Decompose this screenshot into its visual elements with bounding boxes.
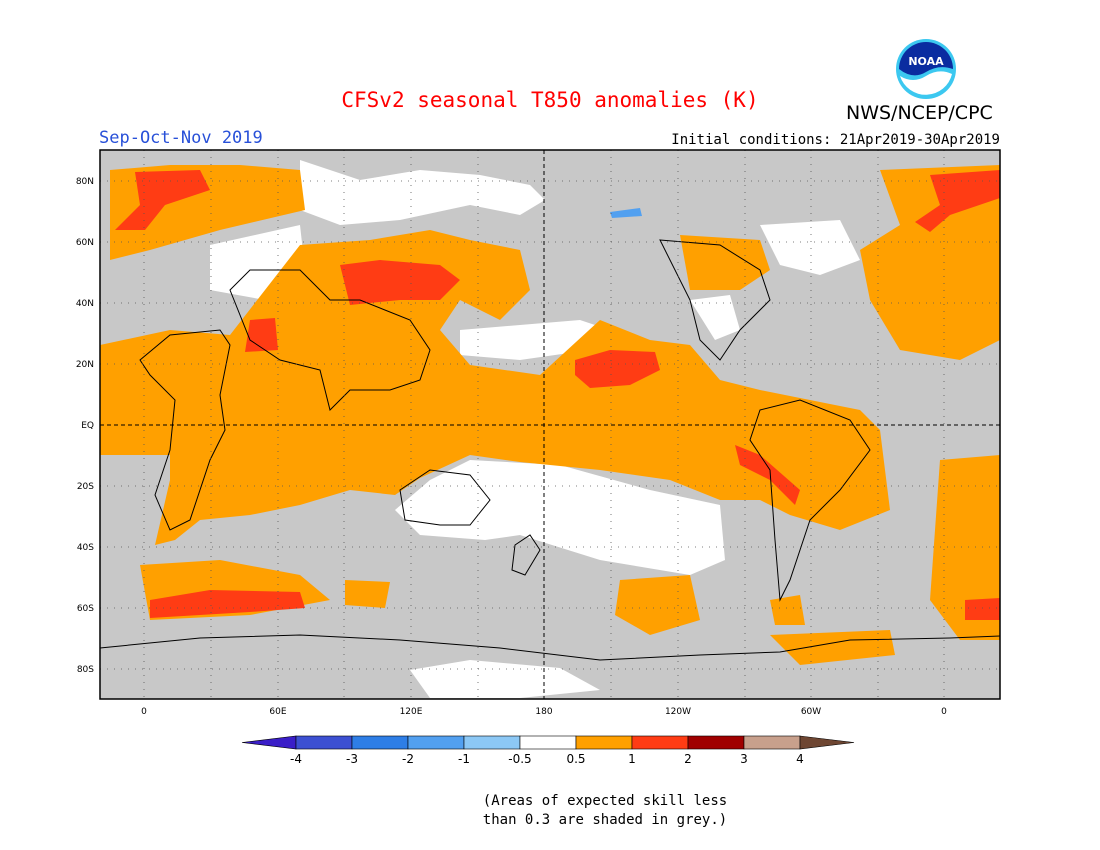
orange-region-weddell: [770, 630, 895, 665]
lat-label: 40N: [76, 299, 94, 309]
white-region-south-pacific: [395, 460, 725, 575]
initial-conditions-label: Initial conditions: 21Apr2019-30Apr2019: [671, 132, 1000, 148]
anomaly-regions: [100, 160, 1000, 698]
orange-region-south-pacific-patch: [615, 575, 700, 635]
lon-label: 120W: [665, 707, 691, 717]
legend-label: 1: [628, 752, 636, 766]
legend-label: 0.5: [566, 752, 585, 766]
skill-footnote: (Areas of expected skill less than 0.3 a…: [455, 792, 755, 830]
legend-arrow-high: [799, 735, 855, 750]
blue-region-arctic: [610, 208, 642, 218]
lon-label: 0: [941, 707, 947, 717]
legend-label: -2: [402, 752, 414, 766]
australia-coastline: [399, 469, 491, 526]
red-region-greenland-sea: [115, 170, 210, 230]
orange-region-north-pacific: [680, 235, 770, 290]
lat-label: EQ: [81, 421, 94, 431]
white-region-east-pacific: [690, 295, 740, 340]
longitude-labels: 0 60E 120E 180 120W 60W 0: [141, 707, 947, 717]
orange-region-drake: [770, 595, 805, 625]
legend-swatch: [351, 735, 409, 750]
red-region-southern-ocean: [150, 590, 305, 618]
orange-region-tropics: [100, 230, 890, 545]
orange-region-south-atlantic: [930, 455, 1000, 640]
color-legend: -4 -3 -2 -1 -0.5 0.5 1 2 3 4: [241, 735, 855, 766]
antarctica-coastline: [99, 634, 1001, 661]
white-region-arctic-asia: [300, 160, 545, 225]
red-region-south-atlantic: [965, 598, 1000, 620]
footnote-line-2: than 0.3 are shaded in grey.): [482, 812, 728, 828]
orange-region-east-atlantic: [860, 165, 1000, 360]
legend-label: -0.5: [508, 752, 531, 766]
lon-label: 0: [141, 707, 147, 717]
north-america-coastline: [659, 239, 771, 361]
new-zealand-coastline: [511, 534, 541, 576]
red-region-central-asia: [340, 260, 460, 305]
africa-coastline: [139, 329, 231, 531]
logo-text: NOAA: [908, 55, 944, 68]
asia-coastline: [229, 269, 431, 411]
legend-swatch: [407, 735, 465, 750]
legend-swatch: [295, 735, 353, 750]
agency-label: NWS/NCEP/CPC: [846, 102, 993, 124]
legend-swatch: [687, 735, 745, 750]
legend-swatch: [631, 735, 689, 750]
lat-label: 80N: [76, 177, 94, 187]
legend-swatch: [463, 735, 521, 750]
noaa-logo: NOAA: [896, 39, 956, 99]
legend-swatch: [575, 735, 633, 750]
legend-swatch: [743, 735, 801, 750]
legend-arrow-low: [241, 735, 297, 750]
gridlines: [100, 150, 1000, 699]
lat-label: 20N: [76, 360, 94, 370]
legend-label: -4: [290, 752, 302, 766]
legend-label: 4: [796, 752, 804, 766]
footnote-line-1: (Areas of expected skill less: [482, 793, 728, 809]
lat-label: 80S: [77, 665, 94, 675]
legend-label: -1: [458, 752, 470, 766]
red-region-central-pacific: [575, 350, 660, 388]
lat-label: 60S: [77, 604, 94, 614]
orange-region-indian-south: [345, 580, 390, 608]
map-frame: [99, 149, 1001, 700]
red-region-peru: [735, 445, 800, 505]
legend-label: 2: [684, 752, 692, 766]
lon-label: 120E: [400, 707, 423, 717]
red-region-barents-east: [915, 170, 1000, 232]
lat-label: 20S: [77, 482, 94, 492]
legend-label: 3: [740, 752, 748, 766]
lon-label: 180: [535, 707, 552, 717]
lat-label: 60N: [76, 238, 94, 248]
white-region-antarctic: [410, 660, 600, 698]
white-region-canada: [760, 220, 860, 275]
latitude-labels: 80N 60N 40N 20N EQ 20S 40S 60S 80S: [76, 177, 94, 675]
south-america-coastline: [749, 399, 871, 602]
chart-title: CFSv2 seasonal T850 anomalies (K): [341, 88, 759, 112]
season-label: Sep-Oct-Nov 2019: [99, 128, 263, 148]
coastlines: [99, 239, 1001, 661]
lon-label: 60E: [269, 707, 286, 717]
red-region-middle-east: [245, 318, 278, 352]
lon-label: 60W: [801, 707, 821, 717]
legend-swatch: [519, 735, 577, 750]
legend-label: -3: [346, 752, 358, 766]
lat-label: 40S: [77, 543, 94, 553]
